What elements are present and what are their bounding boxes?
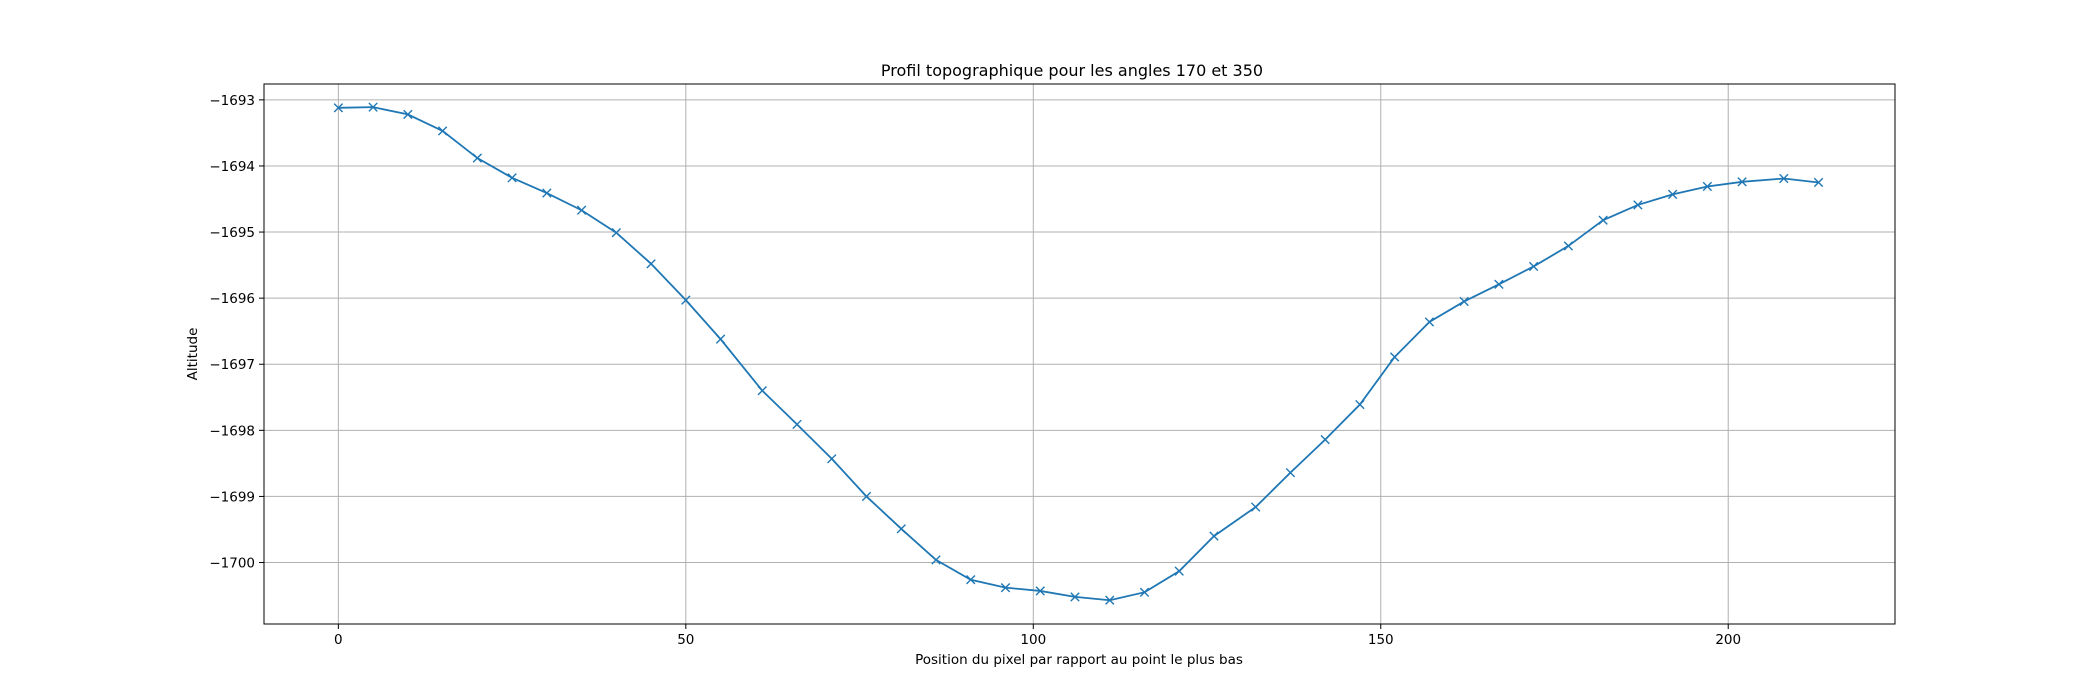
data-point xyxy=(715,334,726,344)
data-point xyxy=(1737,177,1747,187)
data-point xyxy=(403,109,413,120)
grid xyxy=(264,84,1895,624)
y-axis-label: Altitude xyxy=(185,328,201,381)
data-point xyxy=(1424,317,1435,327)
data-point xyxy=(437,126,448,136)
data-point xyxy=(1105,595,1115,605)
y-tick-label: −1696 xyxy=(209,291,255,307)
data-point xyxy=(646,259,656,269)
y-tick-label: −1694 xyxy=(209,159,255,175)
y-tick-label: −1697 xyxy=(209,357,255,373)
y-tick-label: −1699 xyxy=(209,489,255,505)
data-point xyxy=(1285,467,1296,478)
series-line xyxy=(338,106,1819,602)
data-point xyxy=(1779,173,1789,184)
data-point xyxy=(896,524,906,534)
x-tick-label: 100 xyxy=(1020,632,1046,648)
data-point xyxy=(1389,352,1400,362)
data-point xyxy=(1139,587,1150,597)
y-tick-label: −1693 xyxy=(209,93,255,109)
data-point xyxy=(1174,566,1184,576)
x-axis-label: Position du pixel par rapport au point l… xyxy=(915,652,1243,668)
data-point xyxy=(472,153,483,163)
data-point xyxy=(1528,261,1539,272)
x-tick-label: 0 xyxy=(334,632,343,648)
data-point xyxy=(576,205,587,215)
chart-title: Profil topographique pour les angles 170… xyxy=(881,61,1263,80)
data-point xyxy=(368,102,378,112)
data-point xyxy=(1813,177,1824,188)
data-point xyxy=(1494,279,1504,289)
data-point xyxy=(1035,586,1045,596)
data-point xyxy=(827,454,837,464)
data-point xyxy=(681,295,691,305)
data-point xyxy=(1563,241,1574,251)
data-point xyxy=(1209,531,1219,541)
y-axis: −1693 −1694 −1695 −1696 −1697 −1698 −1699 −1700 xyxy=(209,93,264,572)
data-point xyxy=(507,173,517,183)
data-point xyxy=(1459,296,1469,307)
data-point xyxy=(1633,200,1643,210)
data-point xyxy=(792,419,802,430)
data-point xyxy=(1667,189,1678,200)
data-point xyxy=(966,575,976,585)
data-point xyxy=(333,103,344,113)
y-tick-label: −1695 xyxy=(209,225,255,241)
x-tick-label: 200 xyxy=(1715,632,1741,648)
data-point xyxy=(861,491,872,502)
data-point xyxy=(1702,181,1713,192)
x-tick-label: 50 xyxy=(677,632,694,648)
series-group xyxy=(333,102,1824,605)
data-point xyxy=(1000,582,1011,593)
y-tick-label: −1698 xyxy=(209,423,255,439)
data-point xyxy=(1320,434,1330,445)
data-point xyxy=(757,385,767,396)
y-tick-label: −1700 xyxy=(209,556,255,572)
x-axis: 0 50 100 150 200 xyxy=(334,624,1741,648)
data-point xyxy=(1355,399,1365,410)
data-point xyxy=(931,555,941,565)
data-point xyxy=(1070,592,1080,602)
x-tick-label: 150 xyxy=(1368,632,1394,648)
data-point xyxy=(611,228,622,238)
data-point xyxy=(542,188,552,198)
data-point xyxy=(1250,502,1261,512)
plot-frame xyxy=(263,83,1896,625)
data-point xyxy=(1598,215,1608,225)
